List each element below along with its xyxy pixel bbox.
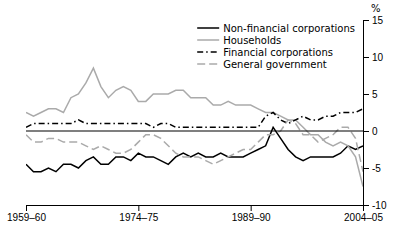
legend: Non-financial corporationsHouseholdsFina… — [197, 23, 355, 70]
y-tick-label: 15 — [372, 15, 384, 26]
x-tick-label: 1989–90 — [232, 212, 271, 223]
legend-swatch — [197, 63, 219, 65]
y-tick: 5 — [363, 89, 378, 100]
legend-swatch — [197, 51, 219, 53]
y-tick-mark — [363, 205, 369, 206]
series-line — [26, 109, 363, 128]
y-tick-label: 10 — [372, 52, 384, 63]
legend-entry: Non-financial corporations — [197, 23, 355, 34]
y-tick-label: -10 — [372, 200, 387, 211]
x-tick-label: 1974–75 — [119, 212, 158, 223]
legend-entry: General government — [197, 59, 327, 70]
y-axis-title: % — [371, 3, 381, 14]
y-tick-mark — [363, 94, 369, 95]
legend-entry: Households — [197, 35, 281, 46]
series-line — [26, 68, 363, 186]
y-tick: 0 — [363, 126, 378, 137]
plot: 1959–60 1974–75 1989–90 2004–05-10 -5 0 5 10 15 N… — [7, 15, 387, 223]
legend-label: Households — [223, 35, 281, 46]
x-tick: 1959–60 — [7, 205, 46, 223]
x-tick: 1974–75 — [119, 205, 158, 223]
legend-entry: Financial corporations — [197, 47, 333, 58]
y-tick: 15 — [363, 15, 384, 26]
x-tick: 1989–90 — [232, 205, 271, 223]
x-tick-label: 2004–05 — [344, 212, 383, 223]
x-axis: 1959–60 1974–75 1989–90 2004–05 — [7, 205, 383, 223]
y-tick-label: 0 — [372, 126, 378, 137]
x-tick-mark — [26, 205, 27, 211]
x-axis-line — [27, 206, 364, 212]
y-tick-label: 5 — [372, 89, 378, 100]
y-tick-mark — [363, 168, 369, 169]
x-tick-mark — [138, 205, 139, 211]
y-tick: -5 — [363, 163, 381, 174]
chart: 1959–60 1974–75 1989–90 2004–05-10 -5 0 5 10 15 N… — [0, 0, 397, 227]
legend-swatch — [197, 39, 219, 41]
x-tick-mark — [251, 205, 252, 211]
legend-label: Financial corporations — [223, 47, 333, 58]
legend-swatch — [197, 27, 219, 29]
y-axis-line — [364, 21, 370, 206]
y-tick: -10 — [363, 200, 387, 211]
legend-label: General government — [223, 59, 327, 70]
y-tick-mark — [363, 20, 369, 21]
y-tick-mark — [363, 57, 369, 58]
series-group — [26, 68, 363, 186]
y-tick: 10 — [363, 52, 384, 63]
zero-line — [26, 130, 363, 131]
series-line — [26, 120, 363, 172]
x-tick-label: 1959–60 — [7, 212, 46, 223]
y-axis: -10 -5 0 5 10 15 — [363, 15, 387, 211]
y-tick-mark — [363, 131, 369, 132]
legend-label: Non-financial corporations — [223, 23, 355, 34]
y-tick-label: -5 — [372, 163, 381, 174]
